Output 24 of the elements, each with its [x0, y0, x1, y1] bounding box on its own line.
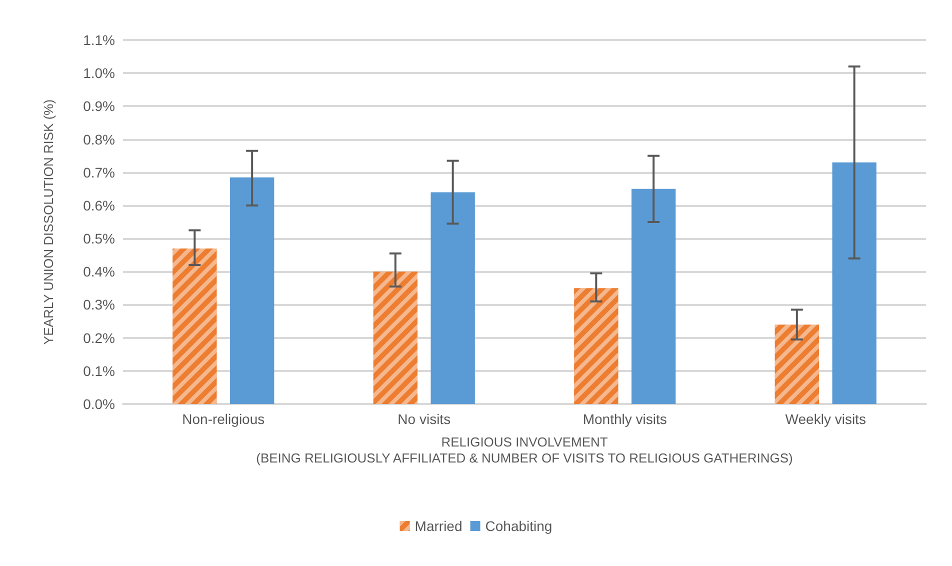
bar	[832, 162, 876, 404]
y-tick-label: 0.4%	[83, 264, 115, 280]
y-tick-label: 0.5%	[83, 230, 115, 247]
y-tick-label: 0.6%	[83, 197, 115, 214]
bar	[230, 177, 274, 404]
legend-label: Cohabiting	[485, 518, 552, 534]
y-tick-label: 1.0%	[83, 65, 115, 82]
y-tick-label: 0.2%	[83, 330, 115, 346]
y-tick-label: 0.1%	[83, 362, 115, 379]
x-axis-title: RELIGIOUS INVOLVEMENT (BEING RELIGIOUSLY AFFILIATED & NUMBER OF VISITS TO RELIGIOUS GATHERINGS)	[256, 434, 793, 466]
y-tick-label: 0.8%	[83, 131, 115, 148]
x-tick-label: Weekly visits	[785, 411, 866, 427]
y-tick-label: 0.0%	[83, 396, 115, 412]
x-tick-label: Monthly visits	[582, 411, 667, 427]
y-tick-label: 0.7%	[83, 164, 115, 180]
y-tick-label: 0.3%	[83, 296, 115, 313]
legend-label: Married	[414, 518, 462, 534]
y-axis-title: YEARLY UNION DISSOLUTION RISK (%)	[41, 99, 56, 345]
x-tick-label: No visits	[398, 411, 451, 427]
y-tick-label: 0.9%	[83, 98, 115, 114]
bar	[430, 192, 475, 404]
x-tick-label: Non-religious	[182, 411, 265, 427]
y-tick-label: 1.1%	[83, 32, 115, 48]
bar	[632, 188, 676, 404]
